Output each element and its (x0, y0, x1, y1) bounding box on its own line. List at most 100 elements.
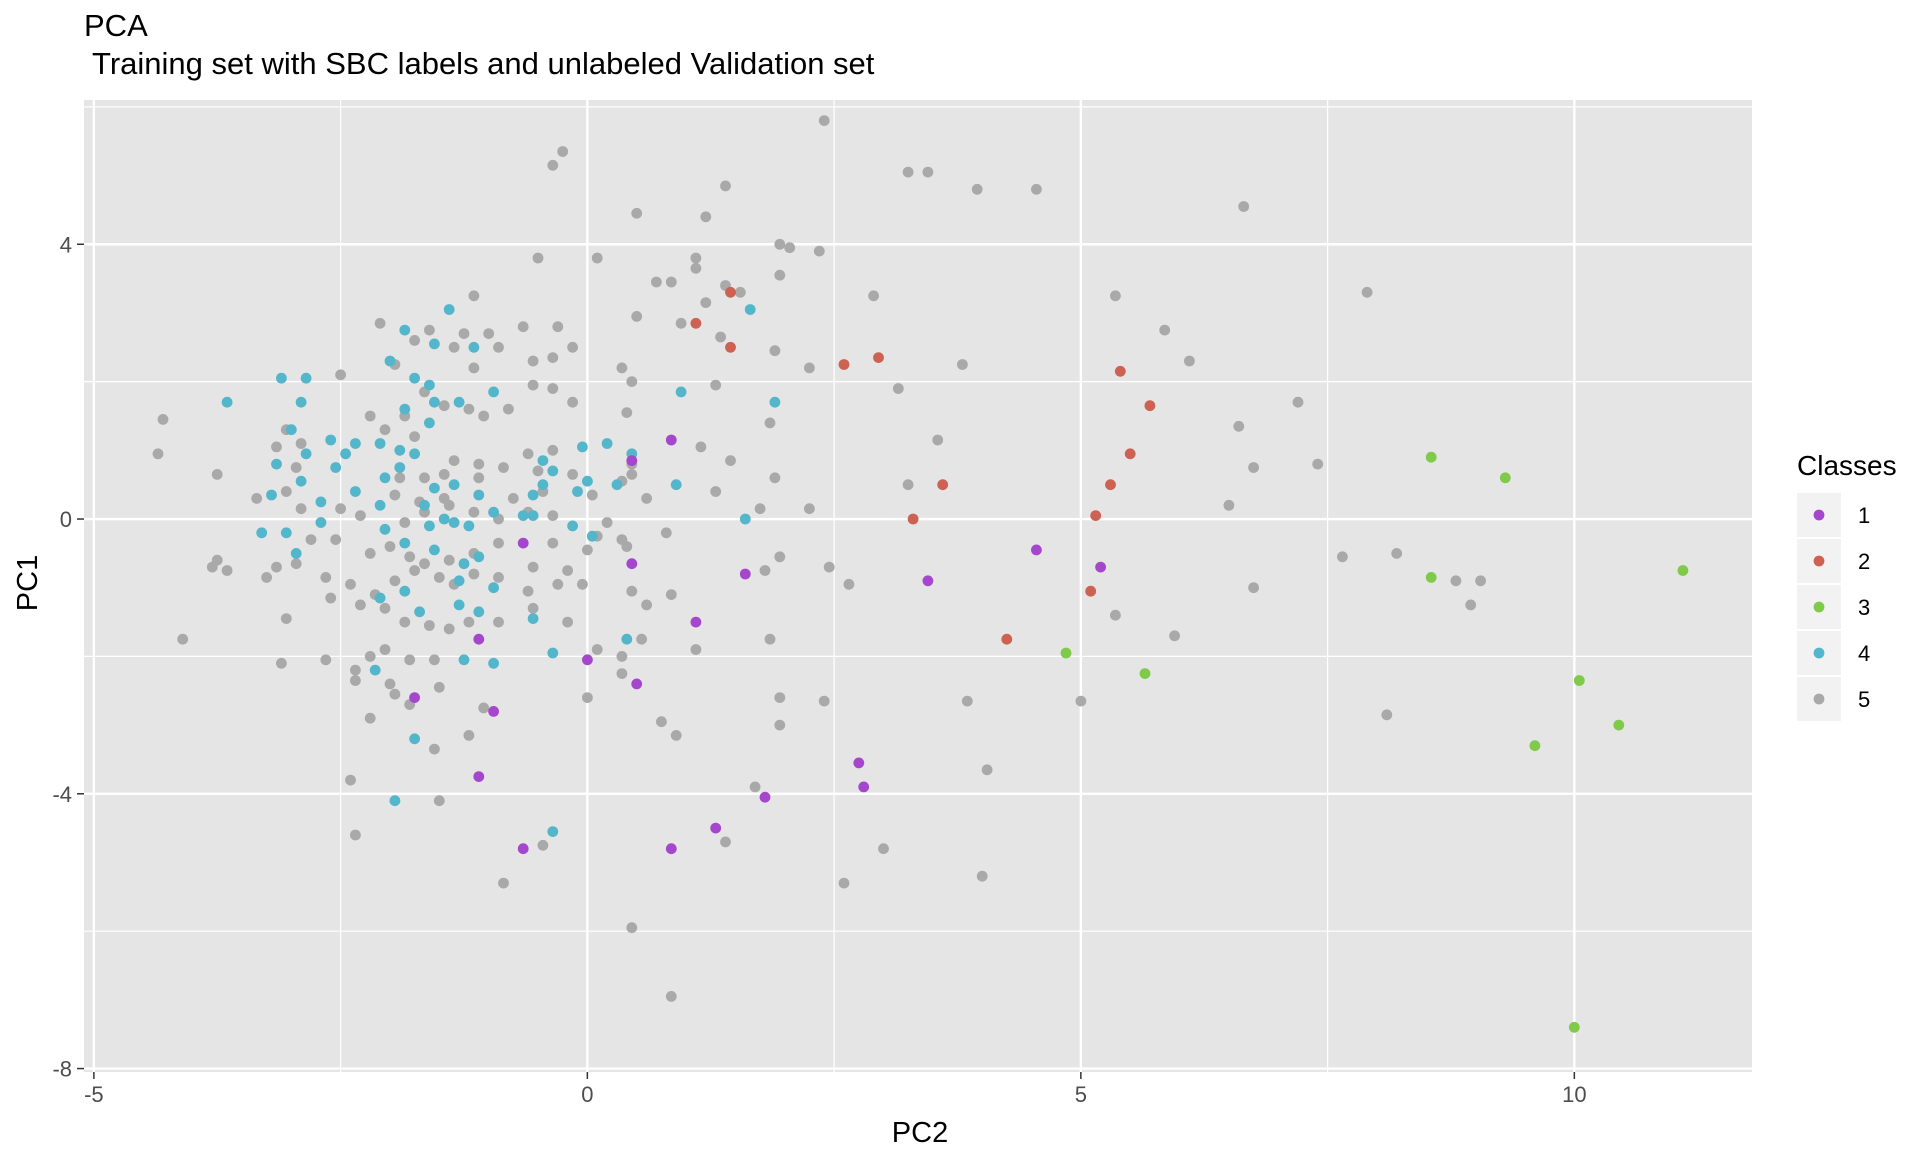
point-class-4 (621, 633, 633, 645)
point-class-2 (873, 352, 884, 363)
point-class-5 (211, 554, 223, 566)
point-class-5 (759, 565, 771, 576)
point-class-5 (577, 578, 588, 590)
point-class-5 (868, 290, 879, 302)
point-class-5 (902, 479, 914, 491)
point-class-4 (399, 585, 411, 597)
point-class-4 (374, 592, 386, 604)
point-class-4 (453, 575, 465, 587)
legend-label-5: 5 (1858, 687, 1870, 712)
point-class-1 (488, 706, 499, 717)
point-class-1 (517, 537, 529, 549)
point-class-5 (325, 592, 337, 604)
point-class-5 (355, 510, 366, 521)
point-class-5 (1248, 582, 1259, 594)
point-class-5 (626, 469, 638, 480)
point-class-4 (739, 513, 751, 525)
point-class-5 (818, 695, 830, 707)
point-class-5 (330, 534, 342, 545)
point-class-5 (932, 434, 944, 446)
point-class-1 (582, 654, 593, 666)
point-class-5 (443, 499, 455, 511)
point-class-5 (399, 616, 411, 628)
point-class-5 (374, 317, 386, 329)
point-class-4 (414, 606, 425, 618)
point-class-4 (448, 479, 460, 491)
point-class-5 (547, 383, 559, 394)
point-class-5 (527, 602, 539, 614)
point-class-5 (507, 493, 519, 504)
point-class-1 (759, 791, 771, 803)
point-class-5 (710, 379, 722, 391)
point-class-5 (1233, 420, 1245, 432)
point-class-5 (641, 493, 652, 504)
plot-panel (84, 100, 1752, 1072)
point-class-5 (473, 458, 485, 470)
point-class-5 (379, 424, 391, 436)
point-class-4 (453, 396, 465, 408)
point-class-4 (577, 441, 588, 453)
point-class-5 (813, 245, 825, 257)
point-class-5 (468, 290, 480, 302)
point-class-4 (409, 733, 420, 745)
point-class-5 (700, 297, 712, 308)
y-tick-label: -4 (52, 782, 72, 807)
point-class-4 (325, 434, 337, 446)
point-class-5 (547, 537, 559, 549)
point-class-5 (493, 537, 504, 549)
point-class-5 (429, 654, 440, 666)
point-class-5 (591, 644, 603, 655)
point-class-4 (488, 506, 499, 518)
chart-subtitle: Training set with SBC labels and unlabel… (84, 46, 875, 81)
point-class-5 (1381, 709, 1393, 721)
point-class-4 (572, 486, 583, 497)
point-class-5 (433, 681, 445, 693)
point-class-2 (1144, 400, 1156, 412)
point-class-4 (675, 386, 687, 398)
point-class-5 (384, 678, 396, 690)
legend-swatch-5 (1813, 693, 1825, 705)
point-class-5 (582, 692, 593, 703)
point-class-4 (295, 475, 307, 487)
point-class-5 (1169, 630, 1180, 642)
point-class-5 (1391, 548, 1403, 559)
point-class-5 (290, 462, 302, 473)
point-class-4 (527, 489, 539, 501)
point-class-2 (690, 317, 702, 329)
point-class-4 (369, 664, 381, 676)
point-class-4 (409, 448, 420, 460)
point-class-2 (838, 359, 850, 370)
point-class-5 (804, 362, 815, 374)
point-class-5 (468, 568, 480, 580)
point-class-3 (1060, 647, 1072, 659)
point-class-5 (1110, 609, 1121, 621)
point-class-5 (552, 321, 564, 333)
point-class-1 (1095, 561, 1106, 573)
x-tick-label: 0 (581, 1082, 593, 1107)
point-class-5 (591, 252, 603, 264)
point-class-4 (266, 489, 277, 501)
point-class-5 (438, 469, 450, 480)
point-class-3 (1499, 472, 1511, 484)
point-class-5 (419, 558, 430, 570)
point-class-5 (961, 695, 973, 707)
point-class-5 (295, 503, 307, 515)
legend-swatch-2 (1813, 555, 1825, 567)
point-class-1 (739, 568, 751, 580)
point-class-5 (626, 376, 638, 387)
point-class-5 (552, 578, 564, 590)
point-class-4 (280, 527, 292, 539)
point-class-4 (285, 424, 297, 436)
point-class-5 (498, 877, 509, 889)
point-class-5 (468, 506, 480, 518)
point-class-4 (399, 324, 411, 336)
point-class-5 (582, 544, 593, 556)
point-class-5 (586, 489, 598, 501)
point-class-5 (389, 575, 401, 587)
point-class-4 (394, 462, 406, 473)
point-class-5 (1223, 499, 1235, 511)
point-class-4 (586, 530, 598, 542)
point-class-5 (280, 486, 292, 497)
point-class-4 (463, 520, 475, 532)
point-class-4 (389, 795, 401, 807)
